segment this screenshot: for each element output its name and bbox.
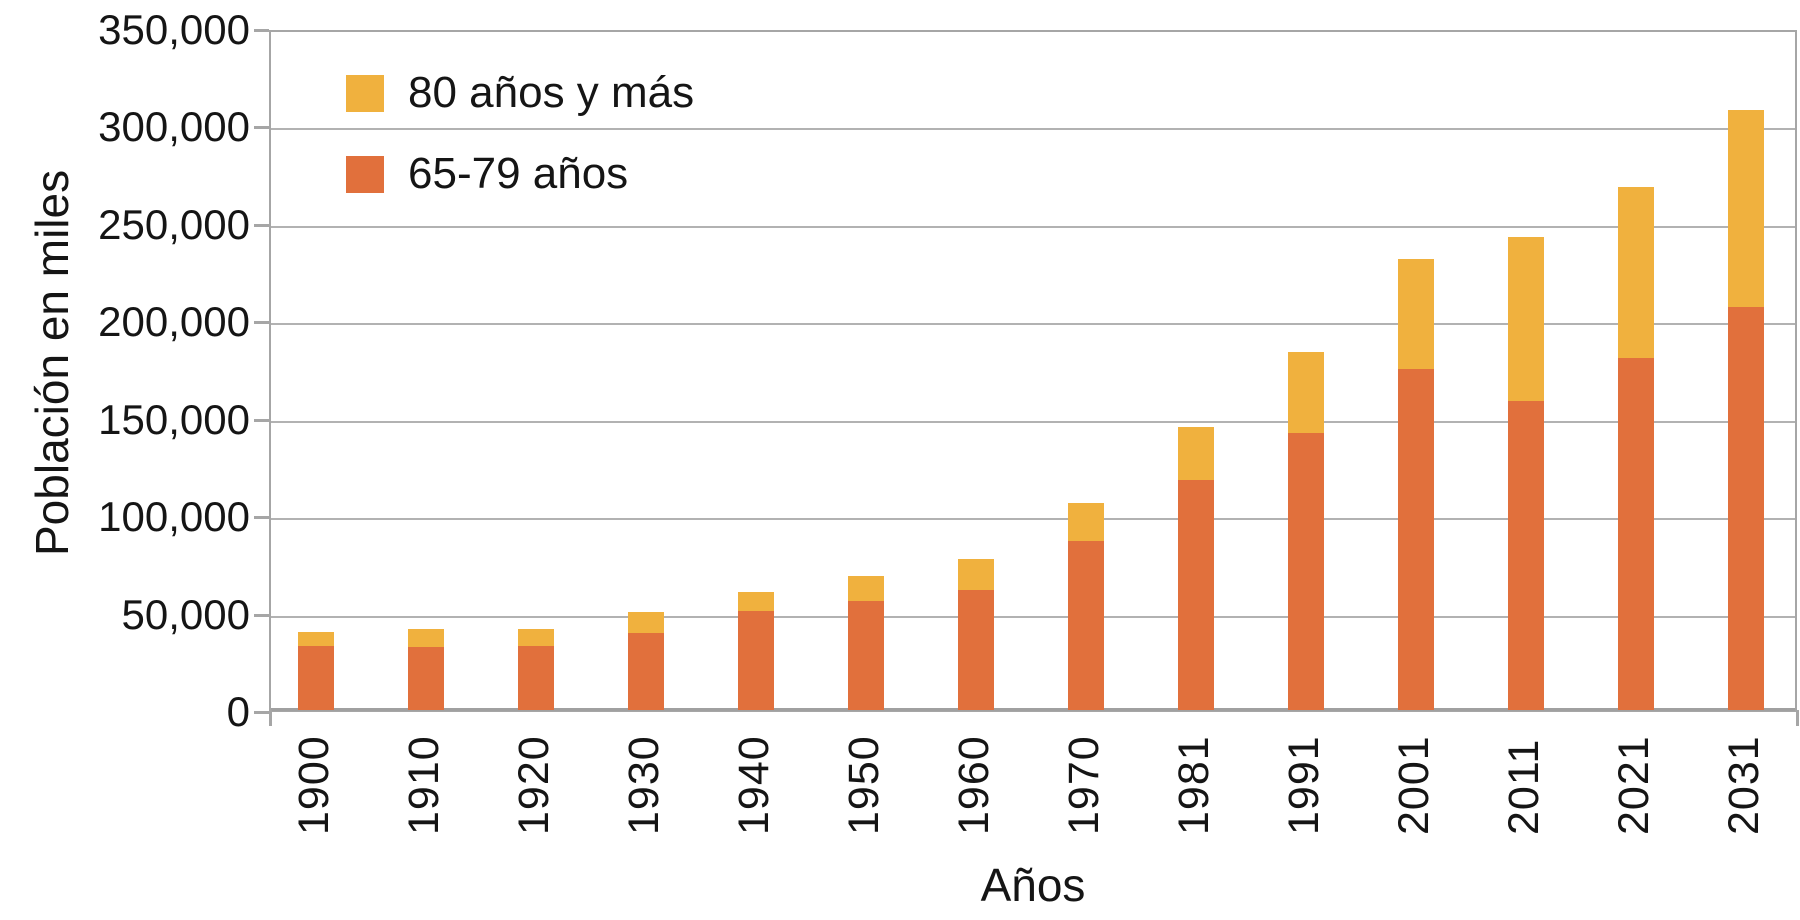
bar-2021 [1617, 186, 1654, 710]
y-tick-mark [254, 711, 269, 714]
bar-1981 [1177, 427, 1214, 710]
bar-segment-65-79-anos [1177, 480, 1214, 710]
bar-segment-80-anos-y-mas [1397, 258, 1434, 369]
gridline-200,000 [271, 323, 1795, 326]
bar-segment-80-anos-y-mas [1507, 237, 1544, 402]
x-tick-label-1950: 1950 [839, 735, 888, 835]
plot-area [269, 30, 1799, 726]
y-tick-label: 0 [226, 688, 250, 735]
legend-item-80-anos-y-mas: 80 años y más [346, 67, 694, 119]
y-tick-mark [254, 321, 269, 325]
bar-1920 [517, 629, 554, 710]
bar-2011 [1507, 237, 1544, 710]
y-tick-label: 150,000 [98, 395, 250, 443]
bar-segment-80-anos-y-mas [1617, 186, 1654, 359]
bar-2001 [1397, 258, 1434, 710]
bar-1930 [627, 611, 664, 710]
bar-segment-65-79-anos [957, 590, 994, 710]
y-tick-mark [254, 223, 269, 227]
x-tick-label-2021: 2021 [1609, 735, 1658, 835]
x-axis-line [271, 708, 1795, 711]
bar-segment-65-79-anos [737, 610, 774, 710]
y-tick-label: 300,000 [98, 103, 250, 151]
y-tick-mark [254, 126, 269, 130]
x-tick-label-1910: 1910 [399, 735, 448, 835]
bar-segment-80-anos-y-mas [957, 559, 994, 591]
bar-segment-65-79-anos [1397, 369, 1434, 710]
bar-segment-80-anos-y-mas [1287, 352, 1324, 434]
bar-segment-65-79-anos [1067, 541, 1104, 710]
bar-segment-65-79-anos [517, 645, 554, 710]
bar-1900 [297, 632, 334, 710]
gridline-50,000 [271, 615, 1795, 618]
bar-segment-65-79-anos [1617, 358, 1654, 710]
bar-segment-80-anos-y-mas [1067, 503, 1104, 542]
bar-segment-65-79-anos [1287, 433, 1324, 710]
y-tick-mark [254, 418, 269, 422]
legend-label: 65-79 años [408, 149, 629, 198]
y-tick-label: 250,000 [98, 200, 250, 248]
bar-segment-80-anos-y-mas [847, 575, 884, 601]
bar-segment-80-anos-y-mas [737, 592, 774, 611]
axis-corner-tick [269, 710, 272, 726]
x-tick-label-1970: 1970 [1059, 735, 1108, 835]
bar-2031 [1727, 109, 1764, 710]
x-tick-label-2001: 2001 [1389, 735, 1438, 835]
x-tick-label-2011: 2011 [1499, 738, 1548, 835]
bar-segment-65-79-anos [1727, 306, 1764, 710]
x-tick-label-1960: 1960 [949, 735, 998, 835]
legend-swatch-80-anos-y-mas [346, 74, 384, 112]
y-tick-label: 50,000 [121, 590, 250, 638]
bar-1991 [1287, 352, 1324, 710]
bar-1950 [847, 575, 884, 710]
x-axis-title: Años [980, 859, 1086, 911]
x-tick-label-2031: 2031 [1719, 735, 1768, 835]
bar-1970 [1067, 503, 1104, 710]
bar-segment-65-79-anos [847, 600, 884, 710]
gridline-250,000 [271, 225, 1795, 228]
x-tick-label-1991: 1991 [1279, 735, 1328, 835]
bar-segment-80-anos-y-mas [517, 629, 554, 646]
y-tick-label: 350,000 [98, 6, 250, 53]
gridline-300,000 [271, 128, 1795, 131]
legend-swatch-65-79-anos [346, 155, 384, 193]
x-tick-label-1981: 1981 [1169, 735, 1218, 835]
y-tick-label: 200,000 [98, 298, 250, 346]
legend-label: 80 años y más [408, 68, 695, 117]
bar-segment-65-79-anos [407, 646, 444, 710]
y-tick-mark [254, 613, 269, 617]
bar-segment-80-anos-y-mas [627, 611, 664, 634]
legend-item-65-79-anos: 65-79 años [346, 148, 628, 200]
bar-segment-80-anos-y-mas [407, 629, 444, 647]
y-tick-mark [254, 516, 269, 520]
x-tick-label-1940: 1940 [729, 735, 778, 835]
bar-segment-65-79-anos [297, 645, 334, 710]
bar-segment-65-79-anos [627, 633, 664, 710]
x-tick-label-1920: 1920 [509, 735, 558, 835]
gridline-100,000 [271, 518, 1795, 521]
bar-segment-80-anos-y-mas [1727, 109, 1764, 307]
bar-segment-80-anos-y-mas [1177, 427, 1214, 481]
x-tick-label-1930: 1930 [619, 735, 668, 835]
bar-1940 [737, 592, 774, 710]
gridline-150,000 [271, 420, 1795, 423]
bar-segment-80-anos-y-mas [297, 632, 334, 646]
bar-segment-65-79-anos [1507, 401, 1544, 710]
x-tick-label-1900: 1900 [289, 735, 338, 835]
bar-1910 [407, 629, 444, 710]
bar-1960 [957, 559, 994, 710]
y-tick-label: 100,000 [98, 493, 250, 541]
y-tick-mark [254, 29, 269, 32]
axis-corner-tick [1796, 710, 1799, 726]
